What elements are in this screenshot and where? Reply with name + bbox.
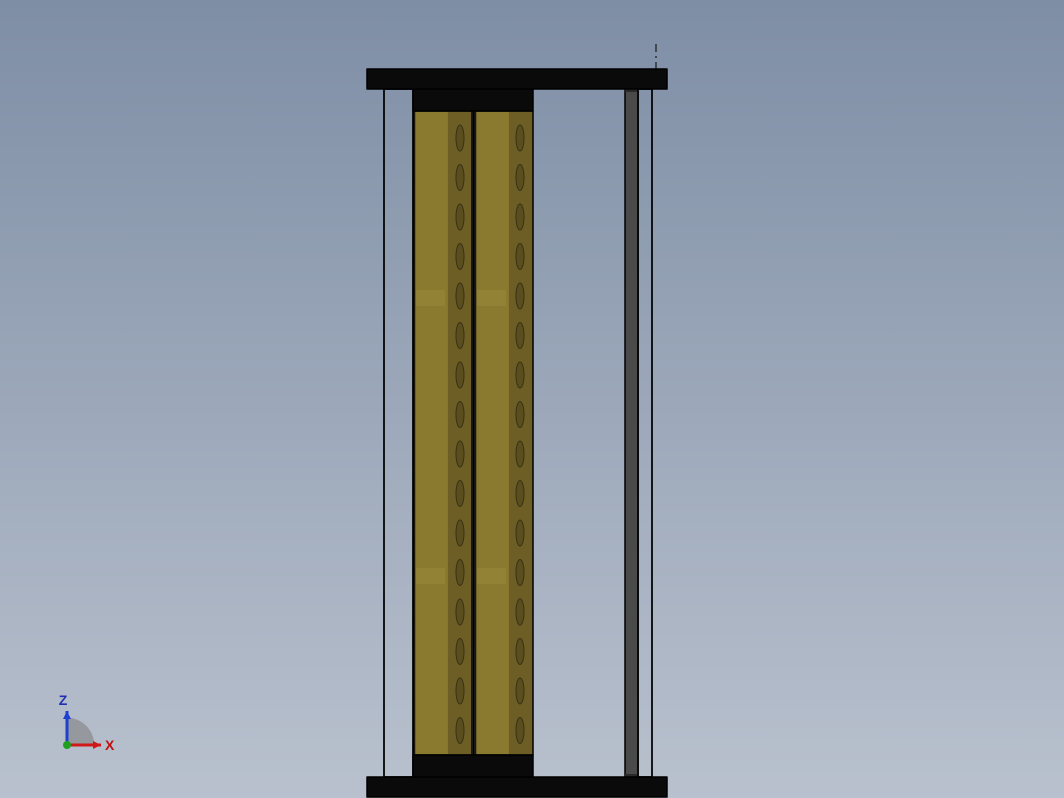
core-slot	[456, 718, 464, 744]
core-slot	[516, 244, 524, 270]
core-slot	[456, 520, 464, 546]
axis-z-label: Z	[59, 692, 68, 708]
core-slot	[456, 678, 464, 704]
top-cap	[367, 69, 667, 89]
core-slot	[516, 165, 524, 191]
core-slot	[456, 441, 464, 467]
core-slot	[456, 323, 464, 349]
side-panel-right	[625, 89, 638, 777]
core-slot	[456, 402, 464, 428]
axis-x-label: X	[105, 737, 115, 753]
cad-viewport[interactable]: XZ	[0, 0, 1064, 798]
core-slot	[456, 599, 464, 625]
core-slot	[456, 204, 464, 230]
core-slot	[516, 362, 524, 388]
core-slot	[456, 283, 464, 309]
core-slot	[516, 125, 524, 151]
axis-y	[63, 741, 71, 749]
top-collar	[413, 89, 533, 111]
core-slot	[516, 718, 524, 744]
bottom-cap	[367, 777, 667, 797]
core-slot	[516, 283, 524, 309]
core-slot	[516, 639, 524, 665]
core-slot	[516, 560, 524, 586]
core-slot	[456, 125, 464, 151]
core-slot	[516, 678, 524, 704]
core-slot	[516, 599, 524, 625]
core-slot	[516, 323, 524, 349]
bottom-collar	[413, 755, 533, 777]
core-slot	[516, 481, 524, 507]
core-slot	[516, 520, 524, 546]
core-slot	[456, 481, 464, 507]
core-slot	[456, 639, 464, 665]
core-slot	[456, 362, 464, 388]
core-slot	[516, 204, 524, 230]
core-slot	[516, 402, 524, 428]
core-slot	[456, 165, 464, 191]
scene-svg: XZ	[0, 0, 1064, 798]
core-slot	[516, 441, 524, 467]
core-slot	[456, 244, 464, 270]
core-slot	[456, 560, 464, 586]
